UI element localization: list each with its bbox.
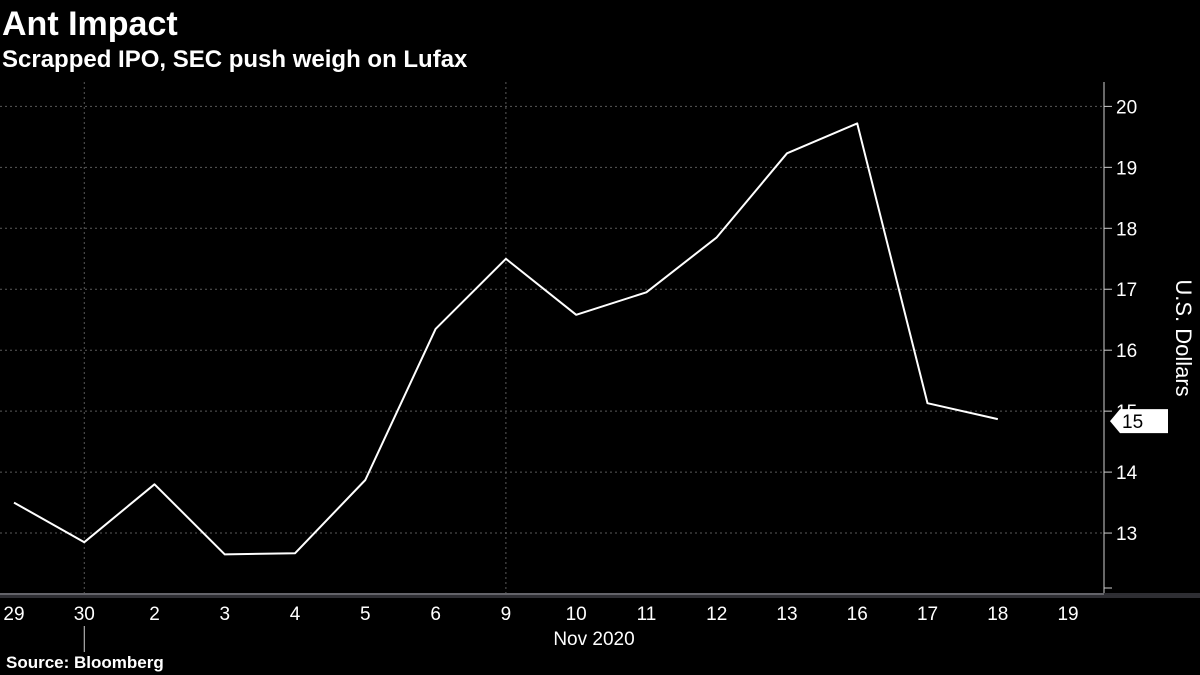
x-tick-label: 6 [430,604,441,625]
y-tick-label: 18 [1116,219,1137,240]
x-tick-label: 9 [501,604,512,625]
source-note: Source: Bloomberg [6,653,164,672]
x-tick-label: 18 [987,604,1008,625]
x-tick-label: 4 [290,604,301,625]
x-tick-label: 2 [149,604,160,625]
callout-box [1110,409,1168,434]
x-tick-label: 13 [776,604,797,625]
x-axis-band [0,593,1200,598]
x-tick-label: 3 [220,604,231,625]
x-tick-label: 12 [706,604,727,625]
x-tick-label: 16 [847,604,868,625]
chart-subtitle: Scrapped IPO, SEC push weigh on Lufax [2,46,468,73]
y-gridlines [0,105,1104,534]
x-tick-label: 11 [637,604,657,625]
callout-value: 15 [1122,412,1143,433]
x-gridlines [83,82,507,594]
last-value-callout: 15 [1110,409,1168,434]
y-axis-label: U.S. Dollars [1171,279,1196,396]
y-tick-label: 19 [1116,158,1137,179]
x-axis: 29 30 2 3 4 5 6 9 10 11 12 13 16 17 18 19 [0,593,1200,652]
y-tick-label: 17 [1116,280,1137,301]
x-tick-label: 19 [1057,604,1078,625]
y-axis: 1314151617181920 [1103,82,1138,594]
x-tick-label: 10 [566,604,587,625]
x-tick-label: 29 [3,604,24,625]
y-tick-label: 20 [1116,97,1137,118]
x-tick-label: 5 [360,604,371,625]
chart-title: Ant Impact [2,5,178,43]
y-tick-label: 16 [1116,341,1137,362]
x-tick-label: 30 [74,604,95,625]
x-tick-label: 17 [917,604,938,625]
price-line [13,122,999,556]
x-axis-label: Nov 2020 [553,629,634,650]
y-tick-label: 13 [1116,524,1137,545]
y-tick-label: 14 [1116,463,1138,484]
